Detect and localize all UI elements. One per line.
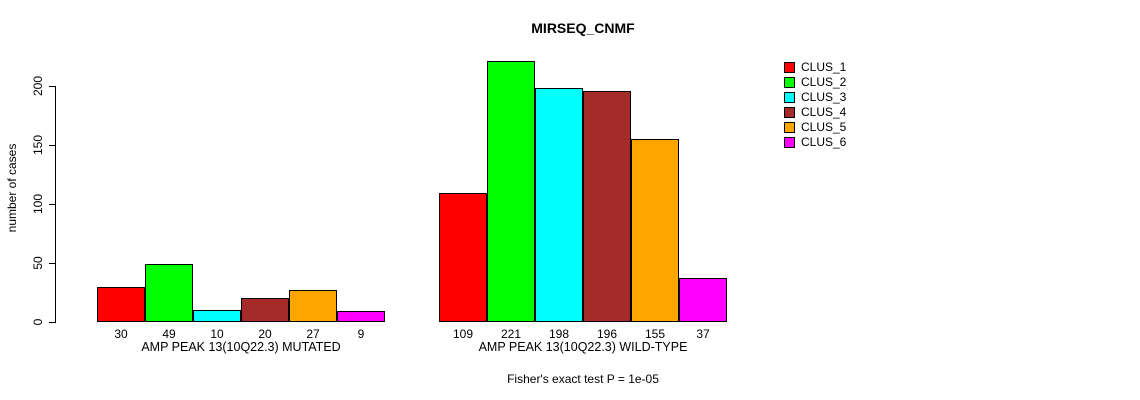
legend-label: CLUS_6	[801, 135, 847, 149]
bar-clus_1-group1	[439, 193, 487, 322]
bar-clus_3-group0	[193, 310, 241, 322]
legend-swatch-icon	[784, 107, 795, 118]
bar-value-label: 221	[500, 327, 522, 341]
y-axis-label: number of cases	[5, 143, 19, 233]
bar-value-label: 9	[357, 327, 365, 341]
legend-item-clus_1: CLUS_1	[784, 60, 846, 75]
bar-clus_5-group0	[289, 290, 337, 322]
y-tick-label: 0	[31, 318, 45, 326]
bar-value-label: 198	[548, 327, 570, 341]
legend-swatch-icon	[784, 122, 795, 133]
bar-clus_4-group1	[583, 91, 631, 322]
legend-label: CLUS_4	[801, 105, 847, 119]
bar-value-label: 20	[258, 327, 272, 341]
legend-label: CLUS_3	[801, 90, 847, 104]
bar-clus_6-group1	[679, 278, 727, 322]
bar-value-label: 37	[696, 327, 710, 341]
bar-value-label: 155	[644, 327, 666, 341]
legend-label: CLUS_2	[801, 75, 847, 89]
legend-item-clus_3: CLUS_3	[784, 90, 846, 105]
y-tick-label: 100	[31, 193, 45, 215]
legend-label: CLUS_5	[801, 120, 847, 134]
y-tick-mark	[49, 204, 55, 205]
bar-clus_1-group0	[97, 287, 145, 322]
y-tick-mark	[49, 322, 55, 323]
bar-value-label: 196	[596, 327, 618, 341]
legend-swatch-icon	[784, 62, 795, 73]
legend: CLUS_1 CLUS_2 CLUS_3 CLUS_4 CLUS_5 CLUS_6	[784, 60, 846, 150]
bar-value-label: 109	[452, 327, 474, 341]
x-group-label-wildtype: AMP PEAK 13(10Q22.3) WILD-TYPE	[478, 340, 688, 354]
bar-clus_2-group0	[145, 264, 193, 322]
legend-item-clus_5: CLUS_5	[784, 120, 846, 135]
chart-title: MIRSEQ_CNMF	[531, 20, 635, 36]
bar-value-label: 30	[114, 327, 128, 341]
y-tick-label: 50	[31, 256, 45, 270]
bar-value-label: 10	[210, 327, 224, 341]
y-tick-mark	[49, 263, 55, 264]
legend-item-clus_4: CLUS_4	[784, 105, 846, 120]
legend-swatch-icon	[784, 77, 795, 88]
y-tick-mark	[49, 86, 55, 87]
y-axis-line	[55, 86, 56, 323]
y-tick-label: 200	[31, 75, 45, 97]
bar-value-label: 27	[306, 327, 320, 341]
bar-clus_2-group1	[487, 61, 535, 322]
bar-clus_6-group0	[337, 311, 385, 322]
legend-swatch-icon	[784, 137, 795, 148]
fisher-test-note: Fisher's exact test P = 1e-05	[507, 372, 659, 386]
legend-item-clus_2: CLUS_2	[784, 75, 846, 90]
legend-label: CLUS_1	[801, 60, 847, 74]
bar-clus_4-group0	[241, 298, 289, 322]
bar-value-label: 49	[162, 327, 176, 341]
x-group-label-mutated: AMP PEAK 13(10Q22.3) MUTATED	[141, 340, 341, 354]
y-tick-mark	[49, 145, 55, 146]
legend-swatch-icon	[784, 92, 795, 103]
legend-item-clus_6: CLUS_6	[784, 135, 846, 150]
y-tick-label: 150	[31, 134, 45, 156]
bar-clus_5-group1	[631, 139, 679, 322]
bar-clus_3-group1	[535, 88, 583, 322]
